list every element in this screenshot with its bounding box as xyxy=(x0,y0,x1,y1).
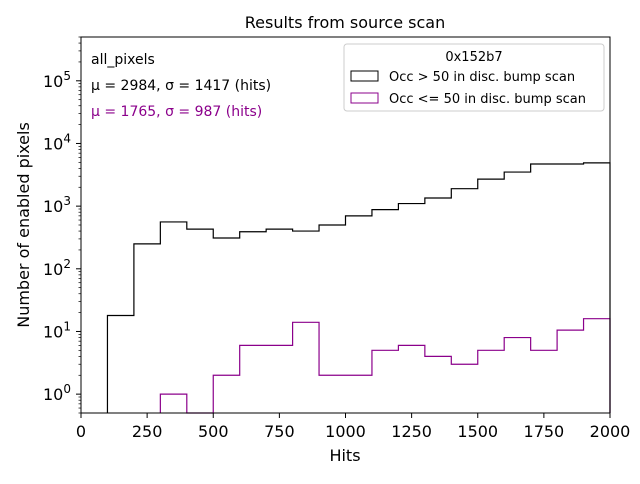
legend-swatch-black xyxy=(350,70,379,82)
x-axis-ticks: 0 250 500 750 1000 1250 1500 1750 2000 xyxy=(76,413,630,441)
legend: 0x152b7 Occ > 50 in disc. bump scan Occ … xyxy=(343,43,605,112)
stats-purple-annotation: μ = 1765, σ = 987 (hits) xyxy=(91,104,262,120)
legend-title: 0x152b7 xyxy=(445,50,502,65)
x-tick-label: 0 xyxy=(76,422,86,441)
y-tick-label: 104 xyxy=(43,131,71,153)
series-layer xyxy=(106,162,611,414)
x-tick-label: 500 xyxy=(198,422,229,441)
dataset-annotation: all_pixels xyxy=(91,52,155,68)
y-tick-label: 103 xyxy=(43,194,71,216)
legend-swatch-purple xyxy=(350,92,379,104)
x-axis-label: Hits xyxy=(329,446,360,465)
x-tick-label: 1500 xyxy=(457,422,498,441)
y-axis-ticks: 100 101 102 103 104 105 xyxy=(43,36,81,414)
legend-label-black: Occ > 50 in disc. bump scan xyxy=(389,70,575,85)
legend-box xyxy=(343,43,605,112)
y-axis-label: Number of enabled pixels xyxy=(14,122,33,328)
x-tick-label: 1000 xyxy=(325,422,366,441)
histogram-series-0 xyxy=(106,162,611,413)
histogram-series-1 xyxy=(159,318,611,414)
x-tick-label: 750 xyxy=(264,422,295,441)
y-tick-label: 102 xyxy=(43,257,71,279)
stats-black-annotation: μ = 2984, σ = 1417 (hits) xyxy=(91,78,271,94)
x-tick-label: 250 xyxy=(132,422,163,441)
y-tick-label: 101 xyxy=(43,319,71,341)
legend-label-purple: Occ <= 50 in disc. bump scan xyxy=(389,92,586,107)
y-tick-label: 100 xyxy=(43,382,71,404)
x-tick-label: 1250 xyxy=(391,422,432,441)
x-tick-label: 2000 xyxy=(590,422,631,441)
chart-title: Results from source scan xyxy=(245,13,445,32)
y-tick-label: 105 xyxy=(43,69,71,91)
x-tick-label: 1750 xyxy=(524,422,565,441)
